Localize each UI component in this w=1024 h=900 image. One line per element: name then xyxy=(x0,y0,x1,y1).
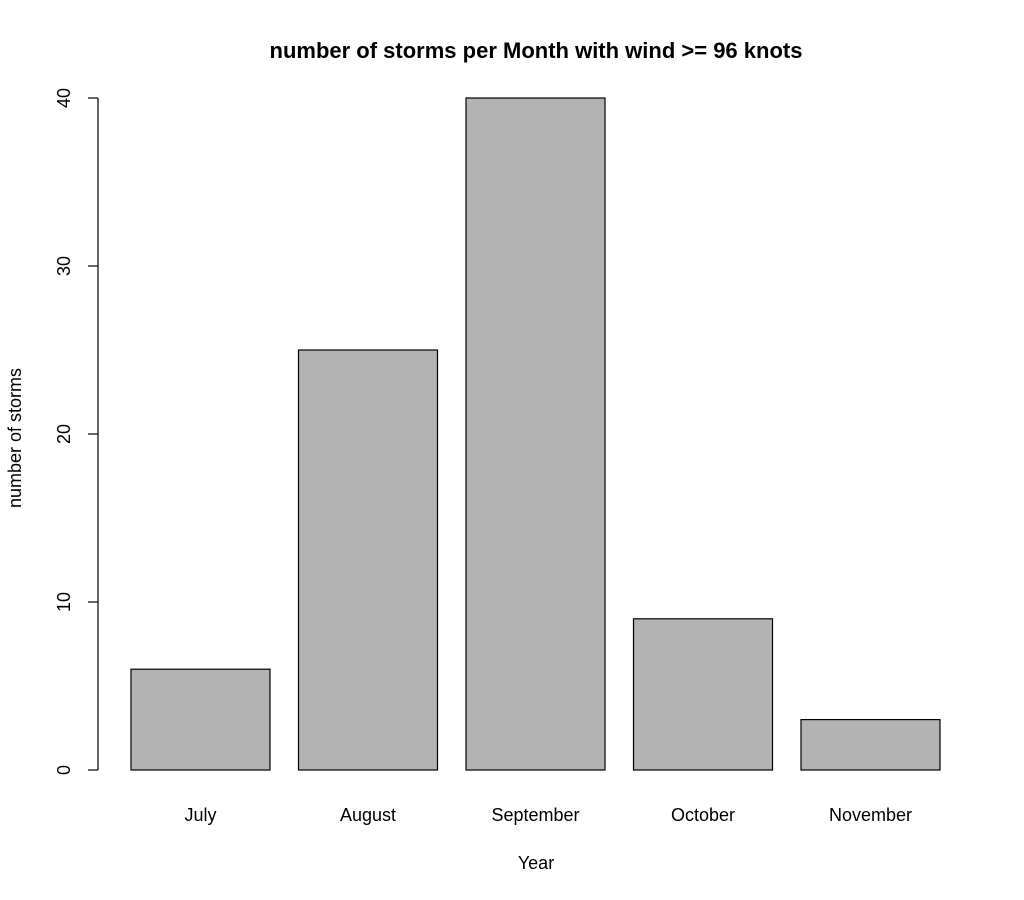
chart-title: number of storms per Month with wind >= … xyxy=(270,38,803,63)
y-tick-label: 20 xyxy=(54,424,74,444)
bars-group xyxy=(130,97,941,771)
x-tick-label-september: September xyxy=(491,805,579,825)
y-tick-label: 30 xyxy=(54,256,74,276)
y-axis: 0 10 20 30 40 xyxy=(54,88,99,775)
x-tick-labels: July August September October November xyxy=(184,805,912,825)
x-tick-label-november: November xyxy=(829,805,912,825)
x-tick-label-july: July xyxy=(184,805,216,825)
y-axis-label: number of storms xyxy=(5,368,25,508)
bar-october xyxy=(632,618,774,771)
x-tick-label-october: October xyxy=(671,805,735,825)
bar-august xyxy=(297,349,439,771)
y-tick-label: 0 xyxy=(54,765,74,775)
bar-november xyxy=(800,718,941,771)
y-tick-label: 10 xyxy=(54,592,74,612)
y-tick-label: 40 xyxy=(54,88,74,108)
x-tick-label-august: August xyxy=(340,805,396,825)
bar-september xyxy=(465,97,606,771)
x-axis-label: Year xyxy=(518,853,554,873)
bar-july xyxy=(130,668,271,771)
